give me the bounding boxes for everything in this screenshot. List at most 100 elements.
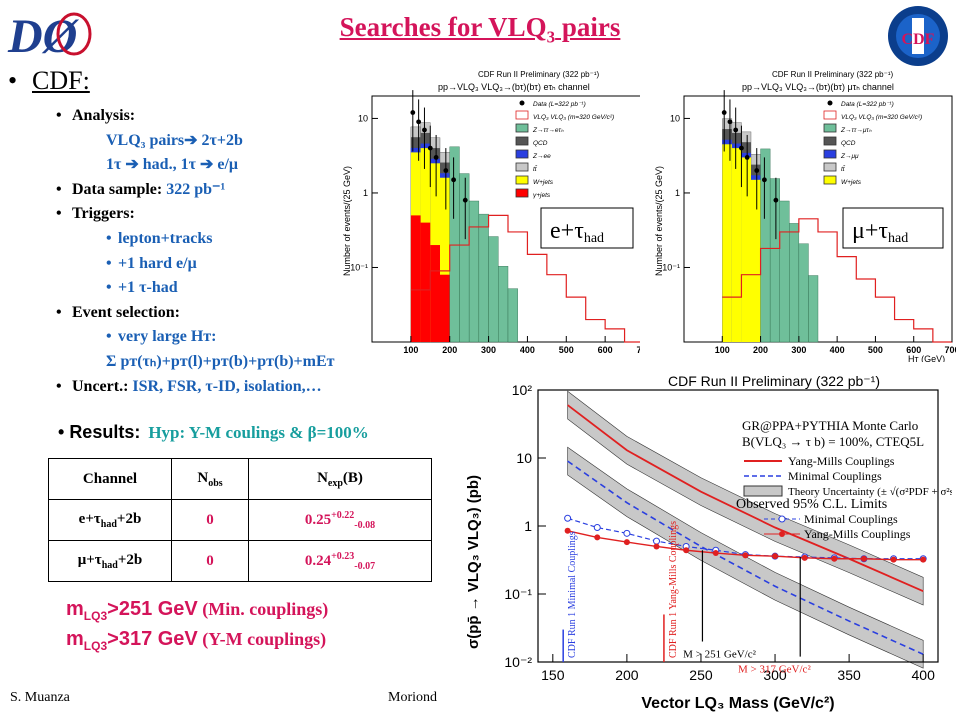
legend-swatch (823, 162, 837, 172)
plot2-ylabel: Number of events/(25 GeV) (654, 166, 664, 276)
page-title: Searches for VLQ3 pairs (339, 12, 621, 47)
footer-venue: Moriond (388, 690, 437, 705)
plot3-obs-min: Minimal Couplings (804, 512, 898, 526)
plot3-title: CDF Run II Preliminary (322 pb⁻¹) (668, 373, 880, 389)
outline-list: Analysis: VLQ₃ pairs➔ 2τ+2b 1τ ➔ had., 1… (56, 104, 335, 399)
x-tick-label: 300 (763, 667, 787, 683)
plot3-obs-ym: Yang-Mills Couplings (804, 527, 911, 541)
obs-min-point (564, 514, 572, 522)
obs-ym-point (772, 553, 779, 560)
bar-ztautau (478, 213, 489, 343)
y-tick-label: 10² (512, 382, 533, 398)
y-tick-label: 10⁻¹ (350, 262, 368, 272)
channel-cell: e+τhad+2b (48, 499, 172, 541)
results-table: Channel Nobs Nexp(B) e+τhad+2b 0 0.25+0.… (48, 458, 432, 582)
x-tick-label: 300 (481, 345, 496, 355)
cdf-heading: • CDF: (8, 66, 90, 95)
legend-label: tt̄ (841, 165, 846, 173)
bar-ztautau (808, 275, 819, 343)
signal-line (410, 214, 644, 343)
legend-swatch (515, 188, 529, 198)
legend-marker (827, 100, 833, 106)
bar-ztautau (798, 243, 809, 343)
obs-ym-point (623, 539, 630, 546)
legend-swatch (515, 162, 529, 172)
channel-cell: μ+τhad+2b (48, 540, 172, 582)
legend-label: Data (L=322 pb⁻¹) (841, 101, 894, 108)
obs-min-point (593, 524, 601, 532)
bar-ztautau (779, 200, 790, 343)
bar-wjets (440, 177, 450, 342)
x-tick-label: 100 (403, 345, 418, 355)
plot1-process: pp→VLQ₃ VLQ₃→(bτ)(bτ) eτₕ channel (438, 82, 590, 92)
analysis-item: Analysis: (56, 104, 335, 129)
legend-label: tt̄ (533, 165, 538, 173)
legend-swatch (515, 136, 529, 146)
legend-band-swatch (743, 485, 783, 497)
plot3-leg-min: Minimal Couplings (788, 469, 882, 483)
bar-wjets (751, 179, 761, 342)
bar-wjets (722, 144, 732, 342)
plot-mutau: CDF Run II Preliminary (322 pb⁻¹) pp→VLQ… (640, 66, 956, 366)
x-tick-label: 150 (541, 667, 565, 683)
x-tick-label: 200 (615, 667, 639, 683)
legend-label: Z→ee (532, 153, 551, 160)
x-tick-label: 200 (442, 345, 457, 355)
x-tick-label: 600 (906, 345, 921, 355)
trigger-3: +1 τ-had (58, 276, 335, 301)
bar-gammajets (420, 222, 431, 342)
bar-gammajets (410, 215, 421, 342)
bar-wjets (741, 157, 751, 342)
bar-gammajets (430, 245, 440, 342)
plot1-ylabel: Number of events/(25 GeV) (342, 166, 352, 276)
nobs-cell: 0 (171, 540, 249, 582)
plot1-channel-label: e+τhad (550, 218, 604, 246)
event-selection-1: very large Hᴛ: (58, 325, 335, 350)
event-selection-2: Σ pᴛ(τₕ)+pᴛ(l)+pᴛ(b)+pᴛ(b)+mEᴛ (106, 352, 335, 370)
triggers-item: Triggers: (56, 202, 335, 227)
obs-ym-point (890, 556, 897, 563)
footer-author: S. Muanza (10, 690, 70, 705)
bar-ztautau (789, 223, 800, 343)
bar-ztautau (468, 200, 480, 343)
x-tick-label: 700 (944, 345, 956, 355)
y-tick-label: 10⁻¹ (504, 586, 532, 602)
legend-label: W+jets (841, 179, 862, 186)
y-tick-label: 10 (670, 113, 680, 123)
legend-swatch (823, 123, 837, 133)
legend-label: Data (L=322 pb⁻¹) (533, 101, 586, 108)
trigger-1: lepton+tracks (58, 227, 335, 252)
y-tick-label: 1 (524, 518, 532, 534)
plot3-xlabel: Vector LQ₃ Mass (GeV/c²) (641, 695, 834, 712)
plot3-run1-min: CDF Run 1 Minimal Couplings (567, 531, 578, 658)
legend-label: VLQ₃ VLQ₃ (m=320 GeV/c²) (533, 114, 614, 121)
col-channel: Channel (48, 458, 172, 500)
legend-label: γ+jets (533, 192, 551, 199)
results-line: • Results: Hyp: Y-M coulings & β=100% (58, 422, 369, 442)
legend-swatch (823, 136, 837, 146)
x-tick-label: 250 (689, 667, 713, 683)
obs-ym-point (831, 555, 838, 562)
dzero-logo-text: DØ (7, 10, 80, 63)
plot3-leg-ym: Yang-Mills Couplings (788, 454, 895, 468)
ym-theory-line (567, 404, 924, 593)
obs-ym-point (712, 550, 719, 557)
plot3-br: B(VLQ₃ → τ b) = 100%, CTEQ5L (742, 434, 924, 449)
legend-label: QCD (841, 140, 856, 147)
x-tick-label: 200 (753, 345, 768, 355)
obs-ym-point (742, 552, 749, 559)
obs-min-point (653, 537, 661, 545)
obs-ym-point (683, 547, 690, 554)
legend-swatch (515, 149, 529, 159)
cdf-logo-text: CDF (902, 31, 935, 48)
col-nobs: Nobs (171, 458, 249, 500)
x-tick-label: 400 (520, 345, 535, 355)
plot2-title: CDF Run II Preliminary (322 pb⁻¹) (772, 70, 893, 79)
legend-obs-ym-marker (779, 531, 785, 537)
legend-swatch (823, 175, 837, 185)
obs-min-point (623, 529, 631, 537)
bar-wjets (731, 148, 742, 342)
limit-ym: mLQ3>317 GeV (Y-M couplings) (66, 628, 327, 653)
plot3-run1-ym: CDF Run 1 Yang-Mills Couplings (668, 521, 679, 658)
plot2-channel-box (842, 207, 944, 249)
